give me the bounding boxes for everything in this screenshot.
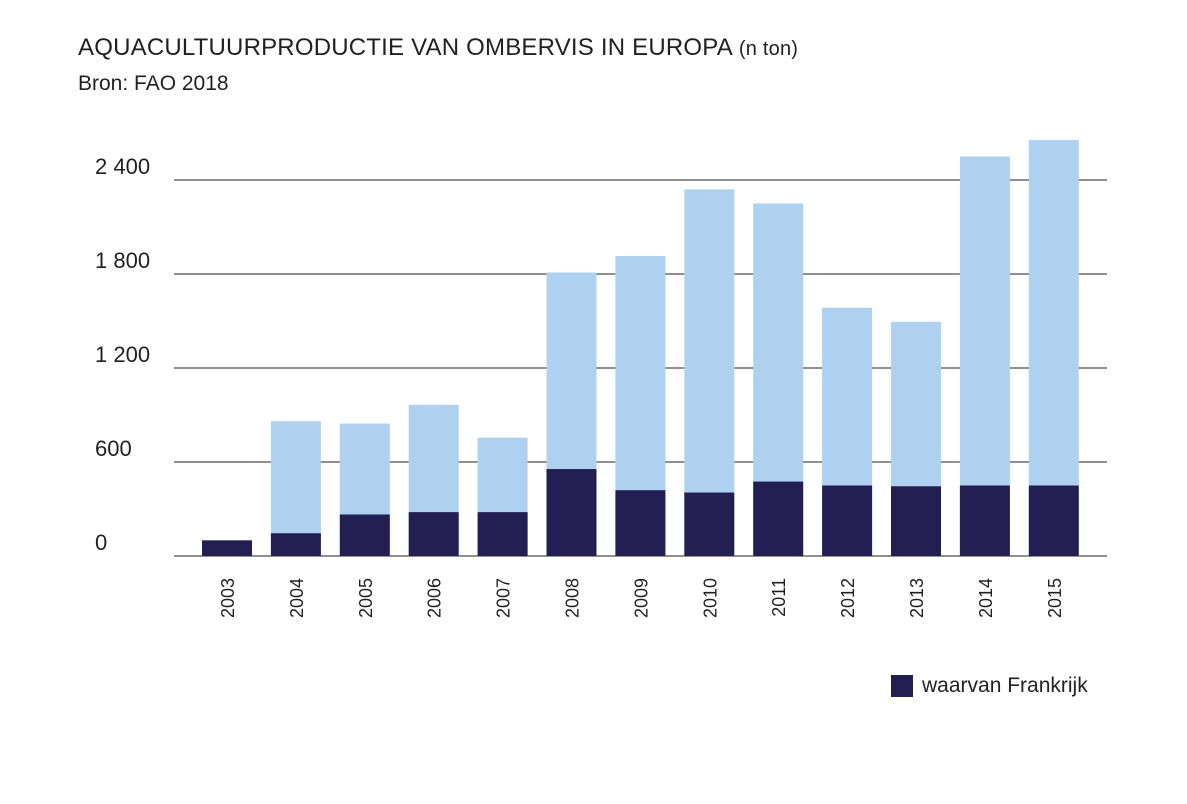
- bar-france-2003: [202, 540, 252, 556]
- legend-swatch-france: [891, 675, 913, 697]
- chart-title-text: AQUACULTUURPRODUCTIE VAN OMBERVIS IN EUR…: [78, 34, 733, 61]
- x-tick-label: 2005: [356, 578, 376, 618]
- y-tick-label: 2 400: [95, 154, 150, 179]
- bar-france-2015: [1028, 485, 1079, 556]
- x-tick-label: 2010: [700, 578, 720, 618]
- x-tick-label: 2007: [494, 578, 514, 618]
- x-tick-label: 2015: [1045, 578, 1065, 618]
- bar-france-2008: [546, 469, 597, 556]
- bar-france-2014: [959, 485, 1010, 556]
- bars: [202, 140, 1079, 557]
- x-tick-label: 2006: [425, 578, 445, 618]
- y-tick-label: 600: [95, 436, 132, 461]
- bar-france-2010: [684, 492, 735, 556]
- bar-france-2004: [270, 533, 321, 556]
- bar-france-2013: [891, 486, 941, 556]
- x-tick-label: 2003: [218, 578, 238, 618]
- x-tick-label: 2009: [631, 578, 651, 618]
- y-axis-ticks: 0 600 1 200 1 800 2 400: [95, 154, 150, 555]
- chart-source: Bron: FAO 2018: [78, 72, 229, 95]
- legend-label-france: waarvan Frankrijk: [922, 674, 1088, 697]
- bar-france-2009: [615, 490, 666, 556]
- x-tick-label: 2012: [838, 578, 858, 618]
- chart-title: AQUACULTUURPRODUCTIE VAN OMBERVIS IN EUR…: [78, 34, 798, 62]
- bar-france-2005: [339, 514, 390, 556]
- chart-unit: (n ton): [738, 38, 799, 60]
- x-tick-label: 2011: [769, 578, 789, 617]
- y-tick-label: 1 800: [95, 248, 150, 273]
- bar-france-2011: [753, 481, 804, 556]
- bar-france-2006: [408, 512, 459, 556]
- x-tick-label: 2013: [907, 578, 927, 618]
- y-tick-label: 0: [95, 530, 107, 555]
- bar-france-2007: [477, 512, 528, 556]
- bar-france-2012: [822, 485, 873, 556]
- x-axis-ticks: 2003 2004 2005 2006 2007 2008 2009 2010 2011 2012…: [218, 578, 1065, 618]
- y-tick-label: 1 200: [95, 342, 150, 367]
- x-tick-label: 2004: [287, 578, 307, 618]
- x-tick-label: 2008: [563, 578, 583, 618]
- legend: waarvan Frankrijk: [891, 674, 1088, 698]
- x-tick-label: 2014: [976, 578, 996, 618]
